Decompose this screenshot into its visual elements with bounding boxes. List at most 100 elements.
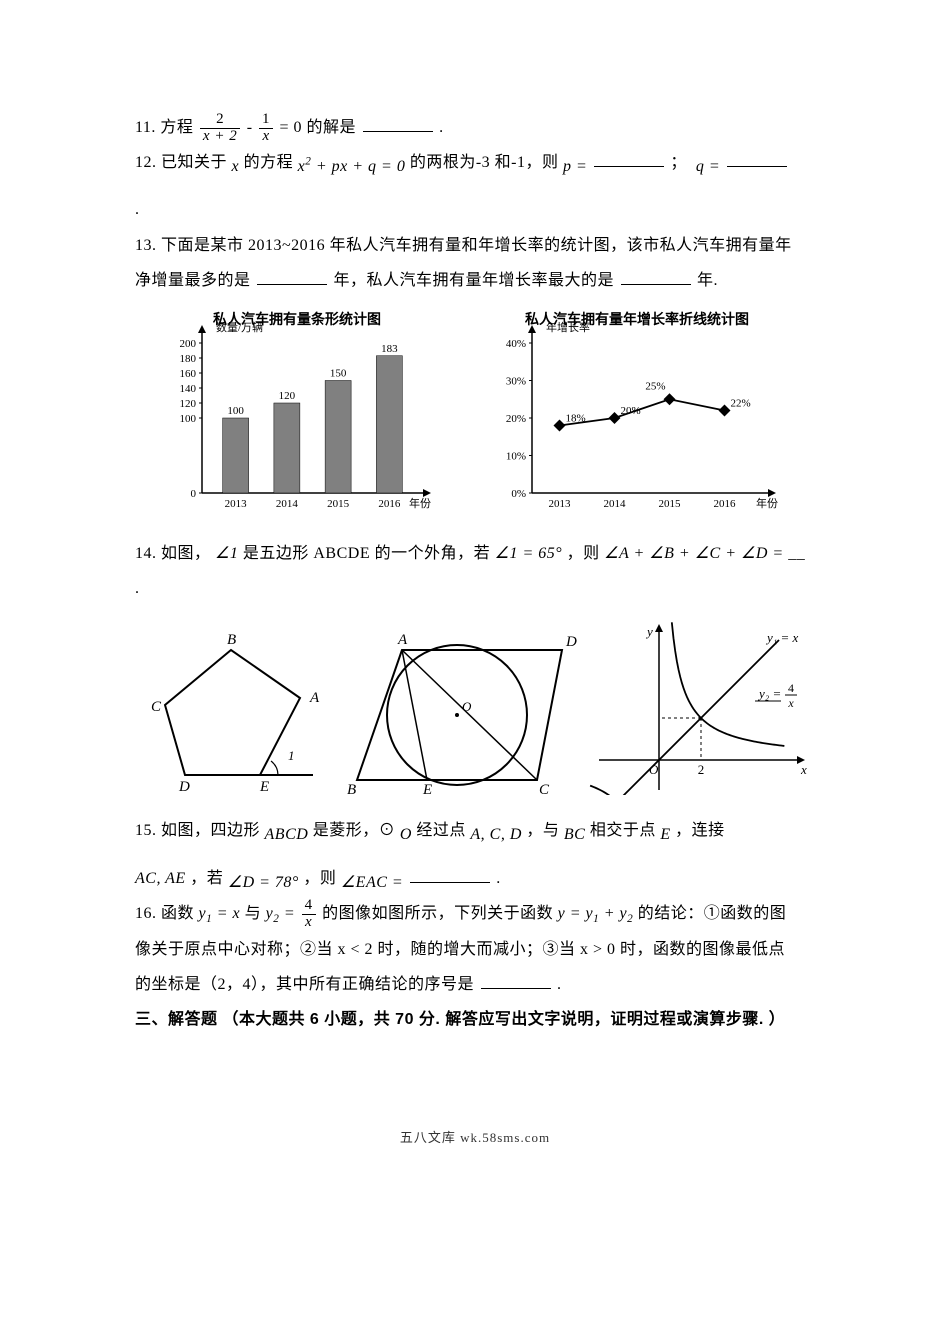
- svg-text:20%: 20%: [506, 413, 526, 425]
- figures-row: 1ABCDE ABCDEO 2Oxyy₁ = xy₂ = 4x: [145, 620, 815, 795]
- q15-t6: ，连接: [675, 822, 725, 839]
- question-13-l1: 13. 下面是某市 2013~2016 年私人汽车拥有量和年增长率的统计图，该市…: [135, 228, 815, 263]
- svg-text:D: D: [178, 779, 190, 795]
- svg-text:2013: 2013: [225, 498, 248, 510]
- svg-text:183: 183: [381, 343, 398, 355]
- q12-t3: 的两根为-3 和-1，则: [410, 154, 559, 171]
- q14-t3: ，则: [567, 545, 600, 562]
- circle-triangle-figure: ABCDEO: [347, 620, 577, 795]
- svg-text:A: A: [397, 632, 408, 648]
- svg-text:E: E: [259, 779, 269, 795]
- svg-text:22%: 22%: [731, 397, 751, 409]
- q16-t2: 的图像如图所示，下列关于函数: [322, 905, 558, 922]
- q14-ang1: ∠1: [215, 545, 238, 562]
- svg-text:数量/万辆: 数量/万辆: [216, 320, 263, 334]
- q11-minus: -: [247, 119, 257, 136]
- charts-row: 私人汽车拥有量条形统计图数量/万辆01001201401601802001002…: [147, 308, 815, 518]
- bar-chart: 私人汽车拥有量条形统计图数量/万辆01001201401601802001002…: [147, 308, 447, 518]
- question-11: 11. 方程 2 x + 2 - 1 x = 0 的解是 .: [135, 110, 815, 145]
- svg-text:140: 140: [180, 383, 197, 395]
- svg-text:100: 100: [227, 405, 244, 417]
- svg-text:2013: 2013: [549, 498, 572, 510]
- q16-and: 与: [245, 905, 266, 922]
- question-15-l1: 15. 如图，四边形 ABCD 是菱形，⊙ O 经过点 A, C, D ，与 B…: [135, 813, 815, 848]
- q15-E: E: [660, 826, 670, 843]
- page-footer: 五八文库 wk.58sms.com: [135, 1127, 815, 1146]
- svg-text:O: O: [462, 699, 472, 714]
- svg-text:x: x: [787, 696, 794, 710]
- q15-t5: 相交于点: [590, 822, 656, 839]
- svg-text:年份: 年份: [409, 496, 431, 510]
- q12-eq: x2 + px + q = 0: [298, 158, 410, 175]
- q16-yeq: y = y1 + y2: [558, 905, 634, 922]
- svg-text:2014: 2014: [276, 498, 299, 510]
- q15-l2c: ，则: [303, 870, 336, 887]
- svg-text:y₁ = x: y₁ = x: [765, 630, 799, 645]
- q12-p: p =: [563, 158, 587, 175]
- q14-sum: ∠A + ∠B + ∠C + ∠D =: [604, 545, 784, 562]
- q16-t1: 16. 函数: [135, 905, 199, 922]
- q11-period: .: [439, 119, 444, 136]
- q12-period-line: .: [135, 192, 815, 227]
- q14-period-line: .: [135, 571, 815, 606]
- svg-text:O: O: [649, 762, 659, 777]
- q16-y1: y1 = x: [199, 905, 241, 922]
- svg-text:10%: 10%: [506, 450, 526, 462]
- svg-text:180: 180: [180, 353, 197, 365]
- q15-acd: A, C, D: [470, 826, 522, 843]
- svg-text:160: 160: [180, 368, 197, 380]
- svg-text:100: 100: [180, 413, 197, 425]
- page: 11. 方程 2 x + 2 - 1 x = 0 的解是 . 12. 已知关于 …: [0, 0, 950, 1186]
- q15-t3: 经过点: [416, 822, 466, 839]
- svg-text:2: 2: [698, 762, 705, 777]
- q13-blank2: [621, 269, 691, 285]
- question-15-l2: AC, AE ，若 ∠D = 78° ，则 ∠EAC = .: [135, 861, 815, 896]
- q16-l3a: 的坐标是（2，4），其中所有正确结论的序号是: [135, 976, 474, 993]
- q12-semi: ；: [670, 154, 687, 171]
- svg-text:150: 150: [330, 367, 347, 379]
- q12-blank-q: [727, 151, 787, 167]
- svg-text:4: 4: [788, 681, 794, 695]
- q16-t3: 的结论：①函数的图: [638, 905, 787, 922]
- svg-text:120: 120: [279, 390, 296, 402]
- svg-text:2016: 2016: [378, 498, 401, 510]
- q15-period: .: [496, 870, 501, 887]
- q12-t1: 12. 已知关于: [135, 154, 227, 171]
- q15-l2a: AC, AE: [135, 870, 186, 887]
- svg-text:y: y: [645, 624, 653, 639]
- q13-blank1: [257, 269, 327, 285]
- q15-l2b: ，若: [190, 870, 223, 887]
- question-12: 12. 已知关于 x 的方程 x2 + px + q = 0 的两根为-3 和-…: [135, 145, 815, 180]
- svg-text:0%: 0%: [511, 488, 526, 500]
- svg-text:120: 120: [180, 398, 197, 410]
- q15-angD: ∠D = 78°: [228, 874, 299, 891]
- q16-y2: y2 =: [266, 905, 300, 922]
- svg-text:20%: 20%: [621, 405, 641, 417]
- svg-text:D: D: [565, 634, 577, 650]
- svg-text:E: E: [422, 782, 432, 795]
- function-graph-figure: 2Oxyy₁ = xy₂ = 4x: [589, 620, 809, 795]
- svg-text:A: A: [309, 690, 320, 706]
- q12-t2: 的方程: [244, 154, 294, 171]
- q16-blank: [481, 973, 551, 989]
- svg-text:30%: 30%: [506, 375, 526, 387]
- q15-abcd: ABCD: [265, 826, 309, 843]
- q15-t2: 是菱形，⊙: [313, 822, 396, 839]
- svg-text:18%: 18%: [566, 412, 586, 424]
- q15-t4: ，与: [526, 822, 559, 839]
- q13-l2c: 年.: [697, 272, 718, 289]
- q14-t2: 是五边形 ABCDE 的一个外角，若: [243, 545, 490, 562]
- svg-text:C: C: [151, 699, 162, 715]
- svg-text:x: x: [800, 762, 807, 777]
- question-16-l3: 的坐标是（2，4），其中所有正确结论的序号是 .: [135, 967, 815, 1002]
- svg-text:200: 200: [180, 338, 197, 350]
- q13-l2b: 年，私人汽车拥有量年增长率最大的是: [334, 272, 615, 289]
- q14-cont: __: [788, 545, 805, 562]
- q11-blank: [363, 116, 433, 132]
- q16-frac: 4 x: [302, 898, 316, 931]
- svg-text:0: 0: [191, 488, 197, 500]
- q16-period: .: [557, 976, 562, 993]
- line-chart: 私人汽车拥有量年增长率折线统计图年增长率0%10%20%30%40%201320…: [477, 308, 797, 518]
- q13-l2a: 净增量最多的是: [135, 272, 251, 289]
- q14-ang1eq: ∠1 = 65°: [495, 545, 563, 562]
